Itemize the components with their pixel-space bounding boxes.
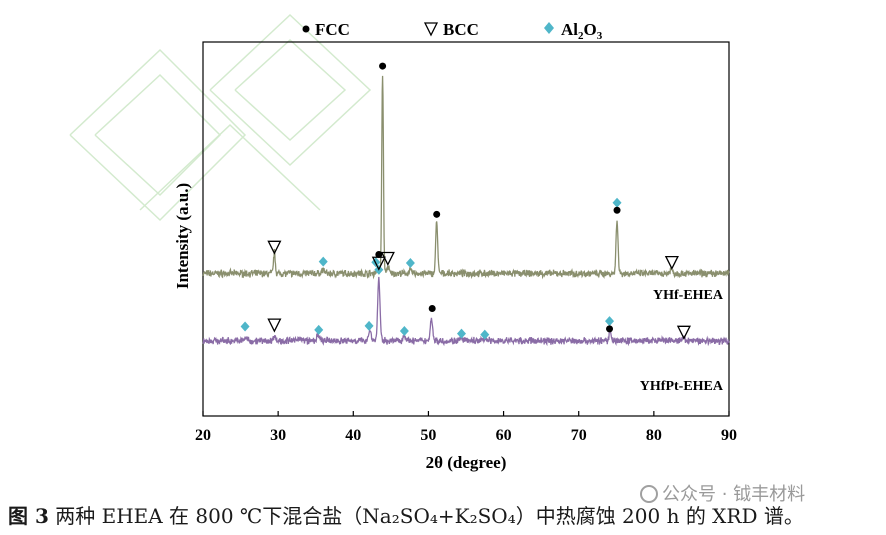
x-tick-label: 30 [270,427,286,444]
fcc-marker [613,206,621,214]
x-tick-label: 40 [345,427,361,444]
x-tick-label: 70 [571,427,587,444]
figure-caption: 图 3 两种 EHEA 在 800 ℃下混合盐（Na₂SO₄+K₂SO₄）中热腐… [8,500,886,530]
series-layer [202,75,730,347]
fcc-marker [379,62,387,70]
series-line-0 [202,75,730,280]
caption-label: 图 3 [8,504,49,528]
legend-bcc-marker [423,22,439,37]
watermark: 公众号 · 钺丰材料 [640,480,805,506]
al2o3-marker [480,329,490,340]
x-axis-ticks: 20 30 40 50 60 70 80 90 [195,411,737,444]
x-tick-label: 90 [721,427,737,444]
y-axis-label: Intensity (a.u.) [173,183,192,289]
al2o3-marker [605,316,615,327]
x-tick-label: 60 [496,427,512,444]
al2o3-marker [240,321,250,332]
al2o3-marker [314,324,324,335]
bcc-marker [267,240,282,255]
watermark-logo-shape [69,13,372,222]
xrd-chart: FCC BCC Al2O3 20 30 40 50 60 70 80 90 YHf-EHEA … [69,13,737,472]
fcc-marker [433,210,441,218]
marker-layer [240,62,691,340]
al2o3-marker [612,197,622,208]
al2o3-marker [318,256,328,267]
legend-al2o3-mid: O [584,20,597,39]
wechat-icon [640,485,658,503]
legend-al2o3-marker [544,22,554,34]
plot-frame [202,41,730,417]
fcc-marker [606,325,614,333]
x-tick-label: 80 [646,427,662,444]
x-tick-label: 50 [420,427,436,444]
x-axis-label: 2θ (degree) [426,453,507,472]
legend-fcc-label: FCC [315,20,350,39]
x-tick-label: 20 [195,427,211,444]
bcc-marker [267,318,282,333]
legend: FCC BCC Al2O3 [302,20,603,42]
legend-al2o3-sub2: 3 [597,30,603,42]
caption-text: 两种 EHEA 在 800 ℃下混合盐（Na₂SO₄+K₂SO₄）中热腐蚀 20… [48,504,804,528]
watermark-text: 公众号 · 钺丰材料 [662,484,806,505]
fcc-marker [375,250,383,258]
al2o3-marker [456,328,466,339]
series-line-1 [202,276,730,347]
series-label-yhfpt: YHfPt-EHEA [640,379,724,394]
legend-al2o3-base: Al [561,20,578,39]
fcc-marker [428,305,436,312]
bcc-marker [664,255,679,271]
al2o3-marker [364,320,374,331]
legend-fcc-marker [302,25,310,33]
al2o3-marker [405,257,415,268]
bcc-marker [676,325,691,340]
legend-bcc-label: BCC [443,20,479,39]
series-label-yhf: YHf-EHEA [653,288,724,303]
legend-al2o3-label: Al2O3 [561,20,603,42]
al2o3-marker [399,325,409,336]
legend-al2o3-sub1: 2 [578,30,584,42]
